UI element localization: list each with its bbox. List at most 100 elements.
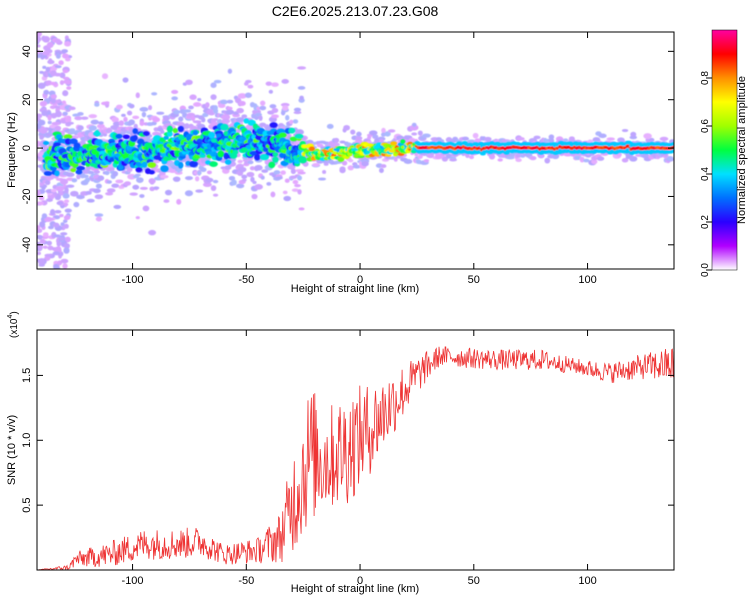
heatmap-cell: [163, 199, 170, 203]
heatmap-cell: [269, 122, 278, 128]
bottom-y-axis: 0.5 1.0 1.5: [21, 368, 674, 513]
heatmap-cell: [278, 132, 287, 138]
x-tick-label: -50: [238, 274, 254, 286]
heatmap-cell: [113, 204, 122, 209]
heatmap-cell: [151, 121, 157, 126]
heatmap-cell: [318, 177, 327, 181]
heatmap-cell: [77, 112, 84, 116]
colorbar-tick: 0.6: [700, 119, 712, 133]
heatmap-cell: [71, 178, 78, 183]
heatmap-cell: [213, 108, 219, 114]
heatmap-cell: [111, 183, 120, 188]
x-tick: 50: [468, 32, 480, 286]
heatmap-cell: [63, 243, 70, 249]
heatmap-cell: [400, 139, 406, 144]
heatmap-cell: [377, 136, 386, 142]
heatmap-cell: [62, 111, 68, 116]
heatmap-cell: [63, 199, 70, 204]
heatmap-cell: [102, 133, 108, 137]
heatmap-cell: [592, 137, 601, 141]
heatmap-cell: [355, 135, 363, 141]
heatmap-cell: [237, 93, 247, 99]
heatmap-cell: [241, 174, 248, 179]
heatmap-cell: [123, 116, 128, 123]
heatmap-cell: [348, 158, 354, 163]
heatmap-cell: [209, 161, 218, 167]
heatmap-cell: [42, 245, 48, 249]
heatmap-cell: [185, 79, 193, 86]
heatmap-cell: [339, 166, 346, 172]
y-tick-label: 1.5: [21, 368, 33, 383]
heatmap-cell: [231, 179, 237, 186]
colorbar-swatch: [711, 29, 738, 271]
heatmap-cell: [288, 127, 296, 134]
heatmap-cell: [121, 113, 126, 117]
heatmap-cell: [134, 173, 141, 177]
heatmap-cell: [136, 177, 144, 183]
heatmap-cell: [423, 159, 430, 163]
heatmap-cell: [173, 109, 181, 115]
x-tick-label: 50: [468, 575, 480, 587]
heatmap-cell: [46, 41, 54, 48]
heatmap-cell: [56, 241, 62, 247]
heatmap-cell: [64, 138, 72, 145]
x-tick: -100: [122, 330, 144, 587]
heatmap-cell: [54, 170, 60, 177]
heatmap-cell: [54, 266, 61, 269]
heatmap-cell: [132, 128, 139, 134]
heatmap-cell: [39, 221, 46, 228]
heatmap-cell: [238, 100, 246, 106]
heatmap-cell: [77, 125, 84, 131]
heatmap-cell: [43, 171, 53, 176]
heatmap-cell: [59, 80, 65, 86]
x-tick-label: 100: [578, 274, 596, 286]
heatmap-cell: [42, 50, 50, 57]
heatmap-cell: [37, 225, 41, 230]
heatmap-cell: [50, 94, 57, 99]
heatmap-cell: [297, 175, 303, 181]
heatmap-cell: [629, 135, 638, 140]
heatmap-cell: [347, 165, 354, 171]
heatmap-cell: [63, 247, 70, 254]
heatmap-cell: [381, 127, 386, 134]
heatmap-cell: [269, 104, 277, 109]
heatmap-cell: [182, 109, 192, 113]
heatmap-cell: [220, 123, 229, 131]
heatmap-cell: [76, 165, 86, 171]
y-tick-label: 1.0: [21, 433, 33, 448]
heatmap-cell: [132, 184, 140, 190]
heatmap-cell: [270, 191, 276, 198]
heatmap-cell: [289, 119, 294, 125]
heatmap-cell: [219, 99, 228, 105]
heatmap-cell: [272, 156, 279, 163]
bottom-x-axis-label: Height of straight line (km): [291, 583, 419, 595]
heatmap-cell: [54, 210, 62, 214]
heatmap-cell: [62, 76, 70, 80]
heatmap-cell: [50, 97, 56, 104]
heatmap-cell: [403, 159, 413, 165]
heatmap-cell: [368, 130, 378, 136]
heatmap-cell: [254, 164, 263, 171]
heatmap-cell: [55, 185, 65, 192]
heatmap-cell: [268, 161, 276, 169]
heatmap-cell: [111, 116, 119, 123]
heatmap-cell: [671, 149, 674, 153]
heatmap-cell: [271, 107, 279, 114]
heatmap-cell: [60, 232, 68, 236]
heatmap-cell: [54, 105, 62, 109]
heatmap-cell: [544, 157, 551, 164]
top-y-axis-label: Frequency (Hz): [6, 112, 18, 188]
heatmap-cell: [148, 229, 157, 236]
heatmap-cell: [241, 114, 248, 118]
y-tick: 1.5: [21, 368, 674, 383]
heatmap-cell: [252, 180, 257, 185]
heatmap-cell: [237, 166, 247, 173]
heatmap-cell: [194, 176, 200, 182]
heatmap-cell: [283, 195, 292, 202]
heatmap-cell: [63, 215, 71, 221]
heatmap-cell: [46, 240, 52, 246]
heatmap-cell: [42, 65, 47, 69]
heatmap-cell: [488, 153, 496, 160]
heatmap-cell: [387, 129, 396, 133]
